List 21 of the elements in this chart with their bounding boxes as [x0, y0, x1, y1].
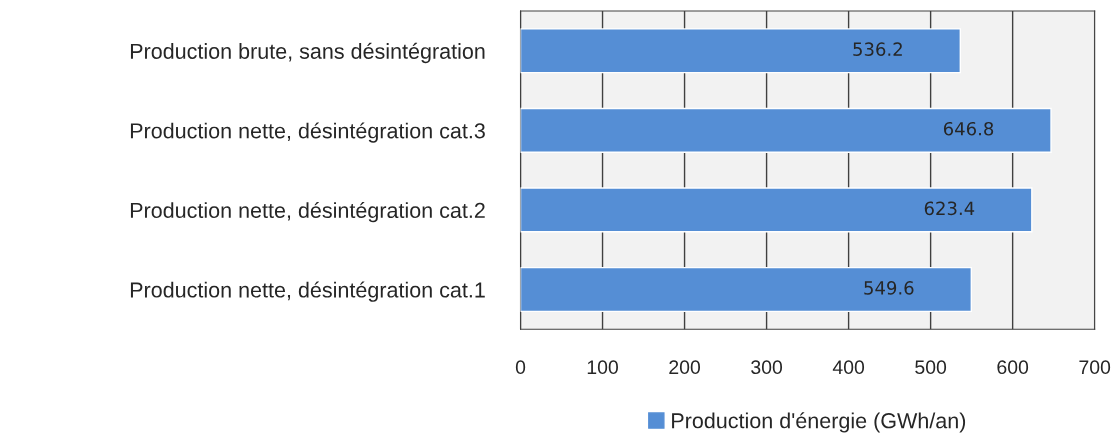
data-label: 646.8	[943, 121, 994, 136]
x-tick-label: 400	[832, 360, 865, 375]
x-tick-label: 100	[587, 360, 618, 375]
legend-label: Production d'énergie (GWh/an)	[672, 412, 966, 433]
data-label: 623.4	[924, 201, 975, 216]
data-label: 549.6	[864, 281, 914, 295]
bar	[520, 187, 1033, 233]
x-tick-label: 0	[515, 360, 526, 375]
x-tick-label: 300	[751, 360, 783, 375]
y-tick-label: Production nette, désintégration cat.1	[130, 281, 485, 302]
x-tick-label: 500	[915, 360, 947, 375]
y-tick-label: Production brute, sans désintégration	[130, 42, 485, 64]
data-label: 536.2	[853, 42, 902, 56]
x-tick-label: 700	[1079, 360, 1111, 375]
x-tick-label: 600	[997, 360, 1029, 375]
bar	[520, 266, 972, 313]
x-tick-label: 200	[669, 360, 701, 375]
bar	[520, 28, 962, 74]
y-tick-label: Production nette, désintégration cat.2	[130, 201, 485, 223]
y-tick-label: Production nette, désintégration cat.3	[130, 122, 485, 143]
bar	[520, 107, 1052, 153]
